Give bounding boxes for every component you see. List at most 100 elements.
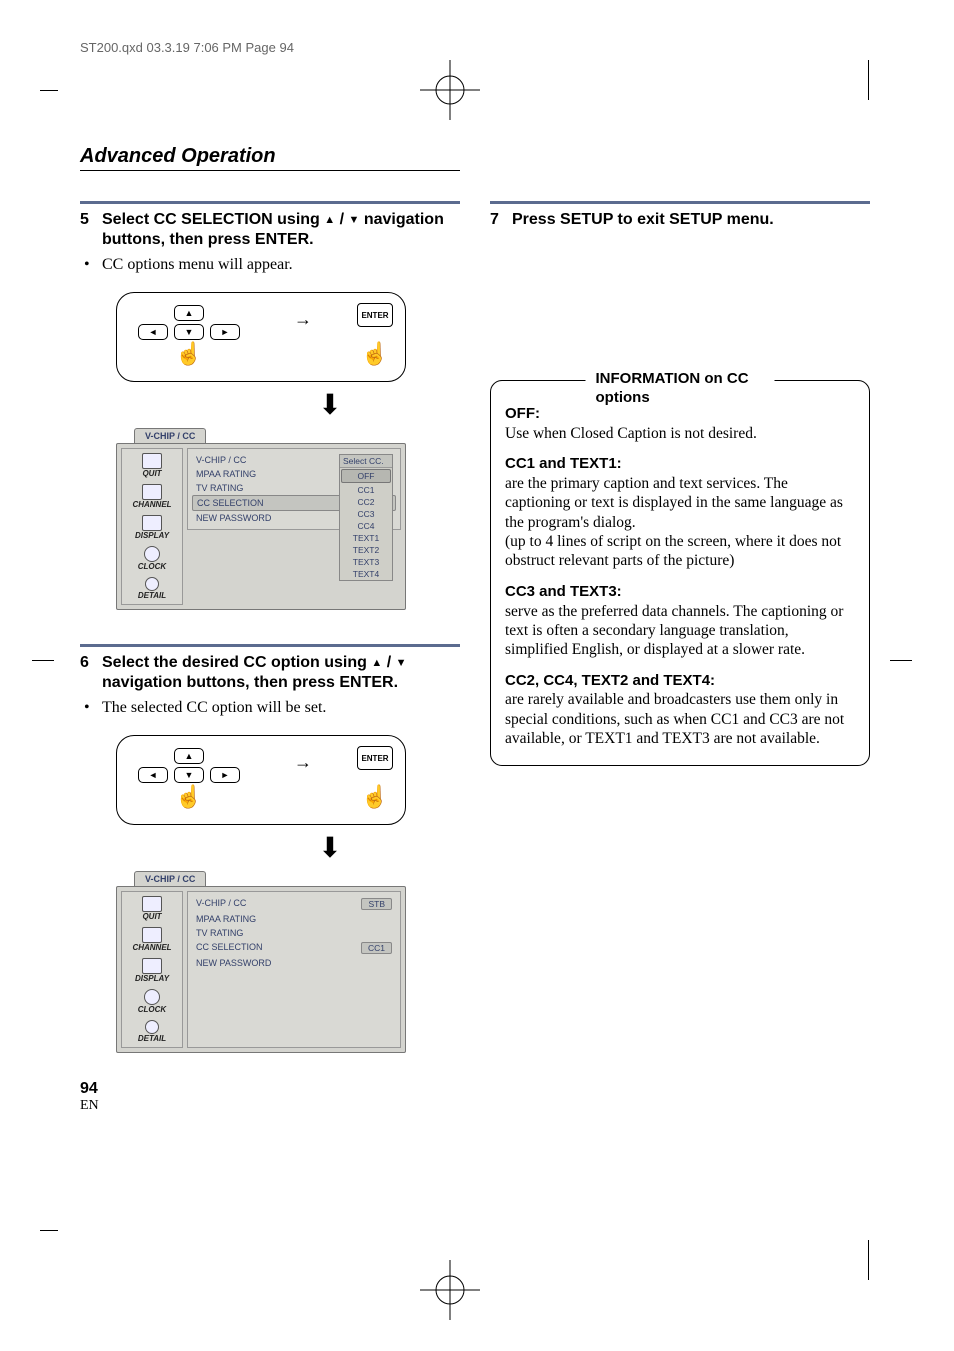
osd-row: NEW PASSWORD [192, 956, 396, 970]
bullet-text: The selected CC option will be set. [102, 699, 326, 717]
nav-right-icon: ► [210, 767, 240, 783]
step-number: 5 [80, 210, 102, 250]
hand-icon: ☝ [357, 784, 393, 810]
corner-mark [868, 1240, 869, 1280]
arrow-right-icon: → [294, 309, 312, 329]
osd-screen-1: V-CHIP / CC QUIT CHANNEL DISPLAY CLOCK D… [116, 428, 406, 610]
step5-text-a: Select CC SELECTION using [102, 211, 324, 228]
osd-row: MPAA RATING [192, 912, 396, 926]
sidebar-item-clock: CLOCK [124, 989, 180, 1014]
nav-up-icon: ▲ [174, 305, 204, 321]
side-mark [32, 660, 54, 661]
arrow-to-enter: → [294, 746, 312, 773]
osd-sidebar: QUIT CHANNEL DISPLAY CLOCK DETAIL [121, 448, 183, 605]
remote-diagram: ▲ ◄ ▼ ► ☝ → ENTER ☝ [116, 292, 406, 382]
nav-down-icon: ▼ [174, 324, 204, 340]
bullet-text: CC options menu will appear. [102, 256, 293, 274]
nav-cluster: ▲ ◄ ▼ ► ☝ [129, 746, 249, 810]
step-text: Select the desired CC option using ▲ / ▼… [102, 653, 460, 693]
info-heading-cc3: CC3 and TEXT3: [505, 583, 855, 602]
sidebar-item-display: DISPLAY [124, 958, 180, 983]
info-heading-off: OFF: [505, 405, 855, 424]
dropdown-item: CC4 [340, 520, 392, 532]
sidebar-item-clock: CLOCK [124, 546, 180, 571]
arrow-to-enter: → [294, 303, 312, 330]
osd-dropdown: Select CC. OFF CC1 CC2 CC3 CC4 TEXT1 TEX… [339, 454, 393, 581]
bullet-icon: • [80, 256, 102, 274]
dropdown-item: TEXT1 [340, 532, 392, 544]
nav-right-icon: ► [210, 324, 240, 340]
sidebar-item-detail: DETAIL [124, 577, 180, 600]
hand-icon: ☝ [129, 341, 249, 367]
dropdown-item: CC1 [340, 484, 392, 496]
nav-down-icon: ▼ [174, 767, 204, 783]
down-triangle-icon: ▼ [396, 657, 407, 669]
step5-bullet: • CC options menu will appear. [80, 256, 460, 274]
enter-button-icon: ENTER [357, 746, 393, 770]
nav-left-icon: ◄ [138, 767, 168, 783]
up-triangle-icon: ▲ [324, 214, 335, 226]
info-text: are the primary caption and text service… [505, 474, 855, 532]
sidebar-item-channel: CHANNEL [124, 927, 180, 952]
step6-text-b: navigation buttons, then press ENTER. [102, 674, 398, 691]
sidebar-item-detail: DETAIL [124, 1020, 180, 1043]
dropdown-item: TEXT4 [340, 568, 392, 580]
osd-tab: V-CHIP / CC [134, 871, 206, 886]
step6-text-a: Select the desired CC option using [102, 654, 371, 671]
step-6: 6 Select the desired CC option using ▲ /… [80, 653, 460, 693]
arrow-right-icon: → [294, 752, 312, 772]
page-number: 94 [80, 1080, 99, 1098]
up-triangle-icon: ▲ [371, 657, 382, 669]
osd-tab: V-CHIP / CC [134, 428, 206, 443]
nav-left-icon: ◄ [138, 324, 168, 340]
step-bar [80, 201, 460, 204]
sidebar-item-channel: CHANNEL [124, 484, 180, 509]
osd-sidebar: QUIT CHANNEL DISPLAY CLOCK DETAIL [121, 891, 183, 1048]
dropdown-item: TEXT3 [340, 556, 392, 568]
dropdown-item: CC3 [340, 508, 392, 520]
info-text: Use when Closed Caption is not desired. [505, 424, 855, 443]
step-number: 7 [490, 210, 512, 230]
section-title: Advanced Operation [80, 145, 460, 171]
remote-diagram: ▲ ◄ ▼ ► ☝ → ENTER ☝ [116, 735, 406, 825]
right-column: 7 Press SETUP to exit SETUP menu. INFORM… [490, 201, 870, 1053]
dropdown-header: Select CC. [340, 455, 392, 468]
info-text: serve as the preferred data channels. Th… [505, 602, 855, 660]
down-arrow-icon: ⬇ [200, 388, 460, 422]
dropdown-item: CC2 [340, 496, 392, 508]
osd-row: TV RATING [192, 926, 396, 940]
step-5: 5 Select CC SELECTION using ▲ / ▼ naviga… [80, 210, 460, 250]
corner-mark [40, 90, 58, 91]
info-text: are rarely available and broadcasters us… [505, 690, 855, 748]
osd-row-selected: CC SELECTIONCC1 [192, 940, 396, 956]
info-legend: INFORMATION on CC options [586, 370, 775, 408]
page-lang: EN [80, 1098, 99, 1114]
info-heading-cc1: CC1 and TEXT1: [505, 455, 855, 474]
osd-main-list: V-CHIP / CCSTB MPAA RATING TV RATING CC … [187, 891, 401, 1048]
sidebar-item-display: DISPLAY [124, 515, 180, 540]
side-mark [890, 660, 912, 661]
left-column: 5 Select CC SELECTION using ▲ / ▼ naviga… [80, 201, 460, 1053]
page-footer: 94 EN [80, 1080, 99, 1114]
step6-bullet: • The selected CC option will be set. [80, 699, 460, 717]
sidebar-item-quit: QUIT [124, 896, 180, 921]
osd-value: STB [361, 898, 392, 910]
step-bar [490, 201, 870, 204]
down-arrow-icon: ⬇ [200, 831, 460, 865]
osd-value: CC1 [361, 942, 392, 954]
info-box: INFORMATION on CC options OFF: Use when … [490, 380, 870, 766]
info-heading-cc2: CC2, CC4, TEXT2 and TEXT4: [505, 672, 855, 691]
step-number: 6 [80, 653, 102, 693]
qxd-header: ST200.qxd 03.3.19 7:06 PM Page 94 [80, 40, 874, 55]
step-text: Press SETUP to exit SETUP menu. [512, 210, 870, 230]
step-bar [80, 644, 460, 647]
osd-row: V-CHIP / CCSTB [192, 896, 396, 912]
dropdown-item-selected: OFF [341, 469, 391, 483]
sidebar-item-quit: QUIT [124, 453, 180, 478]
dropdown-item: TEXT2 [340, 544, 392, 556]
hand-icon: ☝ [129, 784, 249, 810]
step-7: 7 Press SETUP to exit SETUP menu. [490, 210, 870, 230]
hand-icon: ☝ [357, 341, 393, 367]
info-text: (up to 4 lines of script on the screen, … [505, 532, 855, 571]
down-triangle-icon: ▼ [349, 214, 360, 226]
